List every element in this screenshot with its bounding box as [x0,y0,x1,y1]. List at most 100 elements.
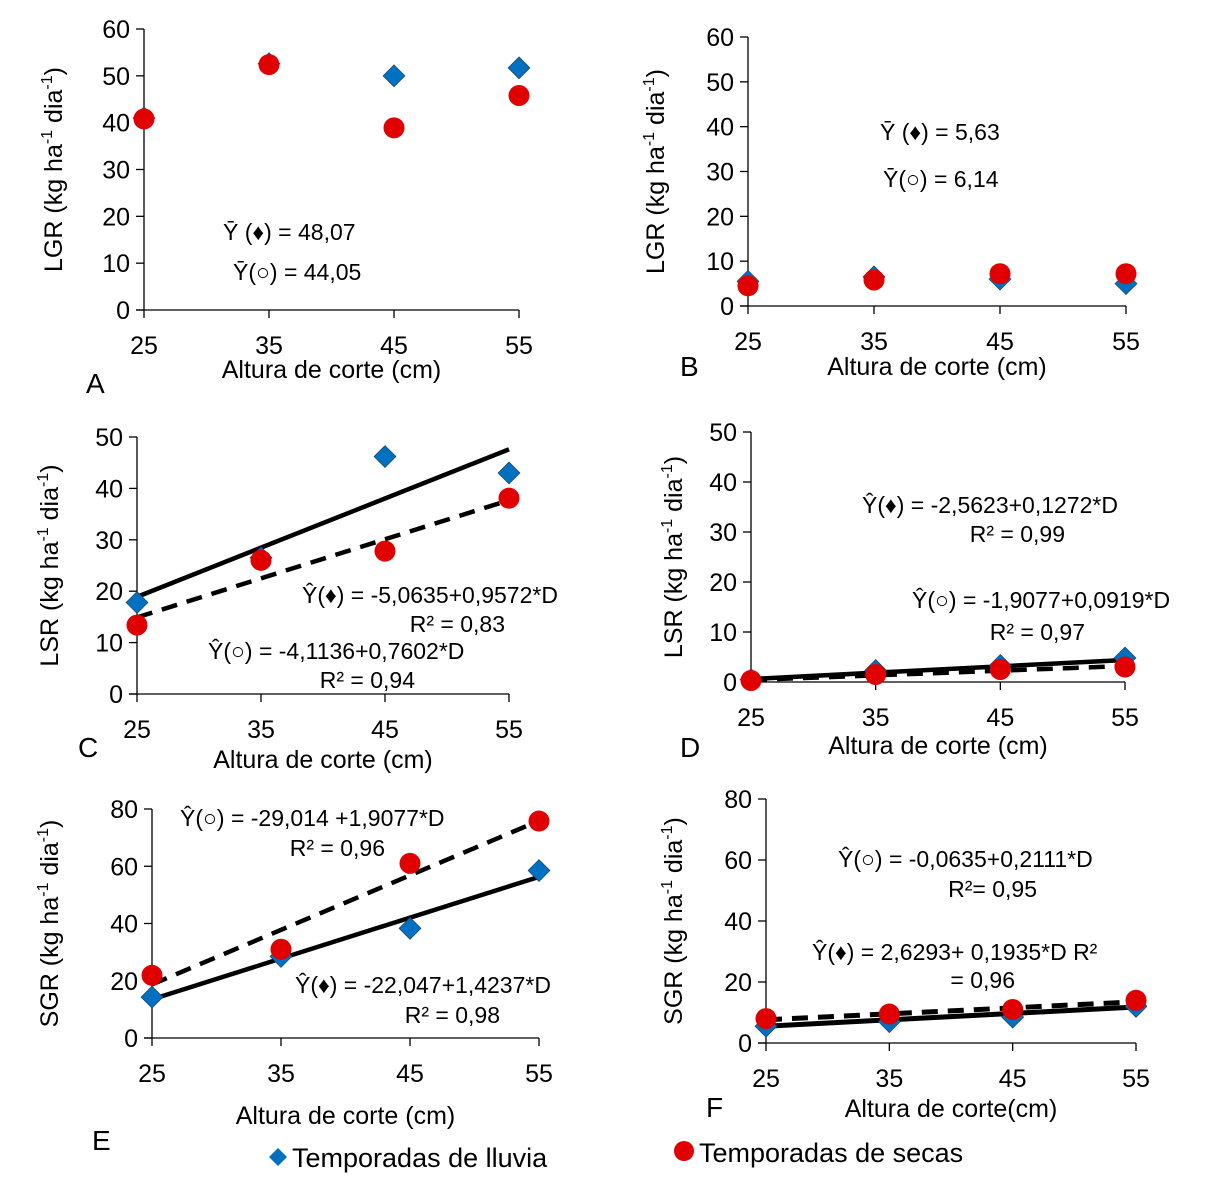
rain-data-point [527,859,551,882]
y-tick-label: 40 [102,110,130,138]
trend-line-rain [136,447,510,599]
x-tick-label: 35 [247,716,275,744]
y-tick-label: 40 [706,114,734,142]
x-axis-label: Altura de corte (cm) [828,732,1048,760]
dry-data-point [863,269,885,291]
rain-data-point [373,445,397,468]
y-tick-label: 60 [102,16,130,44]
y-tick-label: 0 [738,1030,752,1058]
y-tick-label: 30 [709,519,737,547]
x-tick-label: 35 [862,704,890,732]
trend-line-dry [750,663,1126,683]
y-tick-label: 60 [724,847,752,875]
rain-data-point [140,985,164,1009]
x-tick-label: 55 [1122,1065,1150,1093]
x-tick-label: 45 [999,1065,1027,1093]
rain-data-point [507,56,531,80]
dry-data-point [528,810,550,832]
y-tick-label: 20 [706,203,734,231]
y-axis-label: SGR (kg ha-1 dia-1) [659,817,688,1025]
equation-annotation: Ȳ(○) = 44,05 [233,259,361,285]
panel-label: D [680,732,700,763]
y-tick-label: 20 [110,968,138,996]
y-tick-label: 50 [102,63,130,91]
y-tick-label: 0 [720,293,734,321]
y-tick-label: 40 [95,475,123,503]
equation-annotation: R² = 0,97 [990,619,1085,645]
legend-item-dry: Temporadas de secas [673,1138,963,1169]
y-axis-label: LGR (kg ha-1 dia-1) [39,67,68,272]
dry-data-point [133,108,155,130]
dry-data-point [1114,656,1136,678]
y-tick-label: 0 [116,297,130,325]
y-tick-label: 80 [110,796,138,824]
dry-data-point [126,614,148,636]
x-axis-label: Altura de corte (cm) [236,1102,456,1130]
dry-data-point [755,1008,777,1030]
x-tick-label: 55 [505,332,533,360]
x-axis-label: Altura de corte (cm) [213,746,433,774]
x-tick-label: 45 [396,1060,424,1088]
equation-annotation: Ȳ (♦) = 48,07 [223,219,356,245]
equation-annotation: R²= 0,95 [948,876,1037,902]
y-tick-label: 80 [724,786,752,814]
x-tick-label: 35 [255,332,283,360]
panel-label: E [92,1125,111,1156]
y-tick-label: 10 [706,248,734,276]
equation-annotation: Ŷ(○) = -29,014 +1,9077*D [180,805,445,831]
trend-line-rain [151,874,540,1002]
dry-data-point [737,275,759,297]
dry-data-point [878,1003,900,1025]
rain-data-point [398,916,422,940]
equation-annotation: R² = 0,98 [405,1002,500,1028]
x-tick-label: 45 [986,704,1014,732]
legend-label: Temporadas de secas [699,1138,964,1168]
trend-line-dry [765,999,1137,1023]
rain-data-point [382,64,406,88]
dry-data-point [1002,998,1024,1020]
y-tick-label: 10 [709,619,737,647]
rain-data-point [125,591,149,614]
dry-data-point [508,85,530,107]
y-tick-label: 60 [706,24,734,52]
x-tick-label: 25 [138,1060,166,1088]
x-tick-label: 25 [752,1065,780,1093]
x-tick-label: 55 [1111,704,1139,732]
y-tick-label: 20 [724,969,752,997]
equation-annotation: Ŷ(○) = -0,0635+0,2111*D [838,846,1093,872]
x-tick-label: 35 [267,1060,295,1088]
x-tick-label: 25 [737,704,765,732]
y-tick-label: 50 [95,424,123,452]
dry-data-point [270,938,292,960]
equation-annotation: R² = 0,96 [290,835,385,861]
dry-data-point [865,664,887,685]
y-tick-label: 60 [110,853,138,881]
y-tick-label: 0 [124,1025,138,1053]
legend-label: Temporadas de lluvia [292,1143,548,1173]
equation-annotation: Ŷ(♦) = 2,6293+ 0,1935*D R² [812,939,1098,965]
equation-annotation: = 0,96 [950,967,1015,993]
x-tick-label: 55 [525,1060,553,1088]
panel-label: A [86,368,105,399]
x-tick-label: 45 [371,716,399,744]
panel-c: 0 10 20 30 40 50 25 35 45 55 Altura de corte (cm) L… [35,424,558,774]
dry-data-point [740,670,762,691]
dry-data-point [141,964,163,986]
y-tick-label: 10 [102,250,130,278]
x-tick-label: 55 [495,716,523,744]
trend-line-dry [136,498,510,620]
x-tick-label: 55 [1112,328,1140,356]
y-tick-label: 20 [709,569,737,597]
y-axis-label: LSR (kg ha-1 dia-1) [35,464,64,666]
panel-label: F [706,1092,723,1123]
dry-data-point [989,263,1011,285]
panel-label: B [680,351,699,382]
panel-d: 0 10 20 30 40 50 25 35 45 55 Altura de corte (cm) L… [659,419,1170,763]
dry-data-point [399,852,421,874]
equation-annotation: R² = 0,99 [970,521,1065,547]
panel-e: 0 20 40 60 80 25 35 45 55 Altura de corte (cm) SGR… [35,796,553,1156]
x-tick-label: 35 [860,328,888,356]
panel-f: 0 20 40 60 80 25 35 45 55 Altura de corte(cm) SGR … [659,786,1150,1123]
y-tick-label: 0 [109,681,123,709]
